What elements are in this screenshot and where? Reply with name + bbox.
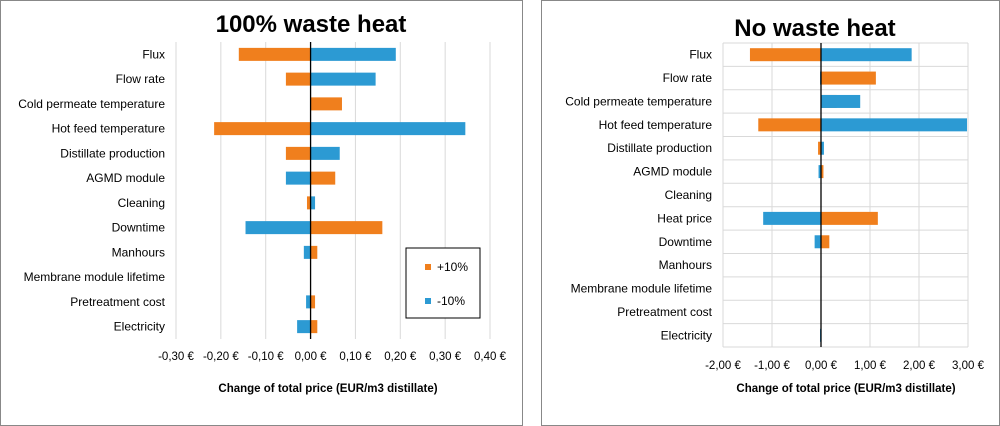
category-label: Flux [142, 47, 165, 61]
x-tick-label: 2,00 € [903, 360, 936, 372]
bar-minus10 [821, 94, 861, 108]
bar-plus10 [821, 211, 878, 225]
x-tick-label: 1,00 € [854, 360, 887, 372]
x-tick-label: 0,10 € [339, 351, 372, 363]
x-tick-label: 0,00 € [295, 351, 328, 363]
category-label: Manhours [659, 258, 712, 272]
bar-plus10 [310, 97, 342, 111]
x-axis-label: Change of total price (EUR/m3 distillate… [736, 383, 955, 395]
bar-minus10 [821, 48, 912, 62]
category-label: Pretreatment cost [617, 305, 712, 319]
bar-minus10 [763, 211, 821, 225]
category-label: Hot feed temperature [599, 118, 713, 132]
category-label: Cold permeate temperature [18, 97, 165, 111]
bar-minus10 [821, 118, 968, 132]
x-tick-label: 3,00 € [952, 360, 985, 372]
bar-plus10 [749, 48, 821, 62]
bar-plus10 [821, 165, 824, 179]
bar-plus10 [818, 141, 821, 155]
bar-plus10 [310, 171, 336, 185]
chart-panel-left: 100% waste heat Flux Flow rate Cold permea… [0, 0, 523, 426]
bar-plus10 [214, 122, 311, 136]
category-label: Electricity [661, 328, 712, 342]
legend-swatch-plus [425, 264, 431, 270]
legend-box [405, 247, 481, 319]
bar-plus10 [821, 235, 830, 249]
category-label: Downtime [112, 221, 166, 235]
category-label: Cold permeate temperature [565, 94, 712, 108]
category-label: Heat price [657, 211, 712, 225]
bar-plus10 [310, 295, 316, 309]
chart-border [0, 0, 523, 426]
legend-label-plus: +10% [437, 260, 468, 274]
x-tick-label: -0,30 € [158, 351, 194, 363]
x-tick-label: -2,00 € [705, 360, 741, 372]
bar-plus10 [306, 196, 311, 210]
category-label: Electricity [114, 320, 165, 334]
x-tick-label: 0,00 € [805, 360, 838, 372]
bar-plus10 [285, 72, 311, 86]
bar-minus10 [306, 295, 311, 309]
category-label: Flow rate [663, 71, 713, 85]
bar-plus10 [285, 146, 311, 160]
x-tick-label: -0,10 € [248, 351, 284, 363]
bar-minus10 [814, 235, 821, 249]
bar-plus10 [310, 221, 383, 235]
bar-plus10 [310, 320, 318, 334]
category-label: Hot feed temperature [52, 122, 166, 136]
bar-minus10 [821, 141, 824, 155]
chart-title: 100% waste heat [216, 11, 407, 38]
chart-title: No waste heat [734, 15, 895, 42]
category-label: Flow rate [116, 72, 166, 86]
bar-plus10 [310, 245, 318, 259]
x-axis-label: Change of total price (EUR/m3 distillate… [218, 383, 437, 395]
category-label: Cleaning [118, 196, 165, 210]
legend-swatch-minus [425, 298, 431, 304]
chart-no-waste-heat: No waste heat Flux Flow rate Cold permeate… [541, 0, 1000, 426]
x-tick-label: 0,30 € [429, 351, 462, 363]
bar-plus10 [758, 118, 821, 132]
bar-minus10 [310, 146, 340, 160]
bar-minus10 [818, 165, 821, 179]
bar-minus10 [303, 245, 311, 259]
category-label: Manhours [112, 245, 165, 259]
bar-minus10 [310, 72, 376, 86]
category-label: Membrane module lifetime [24, 270, 166, 284]
category-label: Flux [689, 48, 712, 62]
category-label: Downtime [659, 235, 713, 249]
category-label: AGMD module [633, 165, 712, 179]
legend: +10% -10% [405, 247, 481, 319]
bar-plus10 [821, 71, 876, 85]
category-label: Membrane module lifetime [571, 282, 713, 296]
category-label: Distillate production [60, 146, 165, 160]
x-tick-label: 0,40 € [474, 351, 507, 363]
category-label: AGMD module [86, 171, 165, 185]
category-label: Cleaning [665, 188, 712, 202]
legend-label-minus: -10% [437, 294, 465, 308]
chart-waste-heat: 100% waste heat Flux Flow rate Cold permea… [0, 0, 523, 426]
x-tick-label: -1,00 € [754, 360, 790, 372]
bar-minus10 [310, 122, 466, 136]
x-tick-label: -0,20 € [203, 351, 239, 363]
bar-plus10 [238, 47, 311, 61]
chart-panel-right: No waste heat Flux Flow rate Cold permeate… [541, 0, 1000, 426]
category-label: Distillate production [607, 141, 712, 155]
bar-minus10 [245, 221, 311, 235]
bar-minus10 [285, 171, 311, 185]
x-tick-label: 0,20 € [384, 351, 417, 363]
bar-minus10 [310, 196, 316, 210]
category-label: Pretreatment cost [70, 295, 165, 309]
bar-minus10 [297, 320, 311, 334]
bar-minus10 [310, 47, 396, 61]
